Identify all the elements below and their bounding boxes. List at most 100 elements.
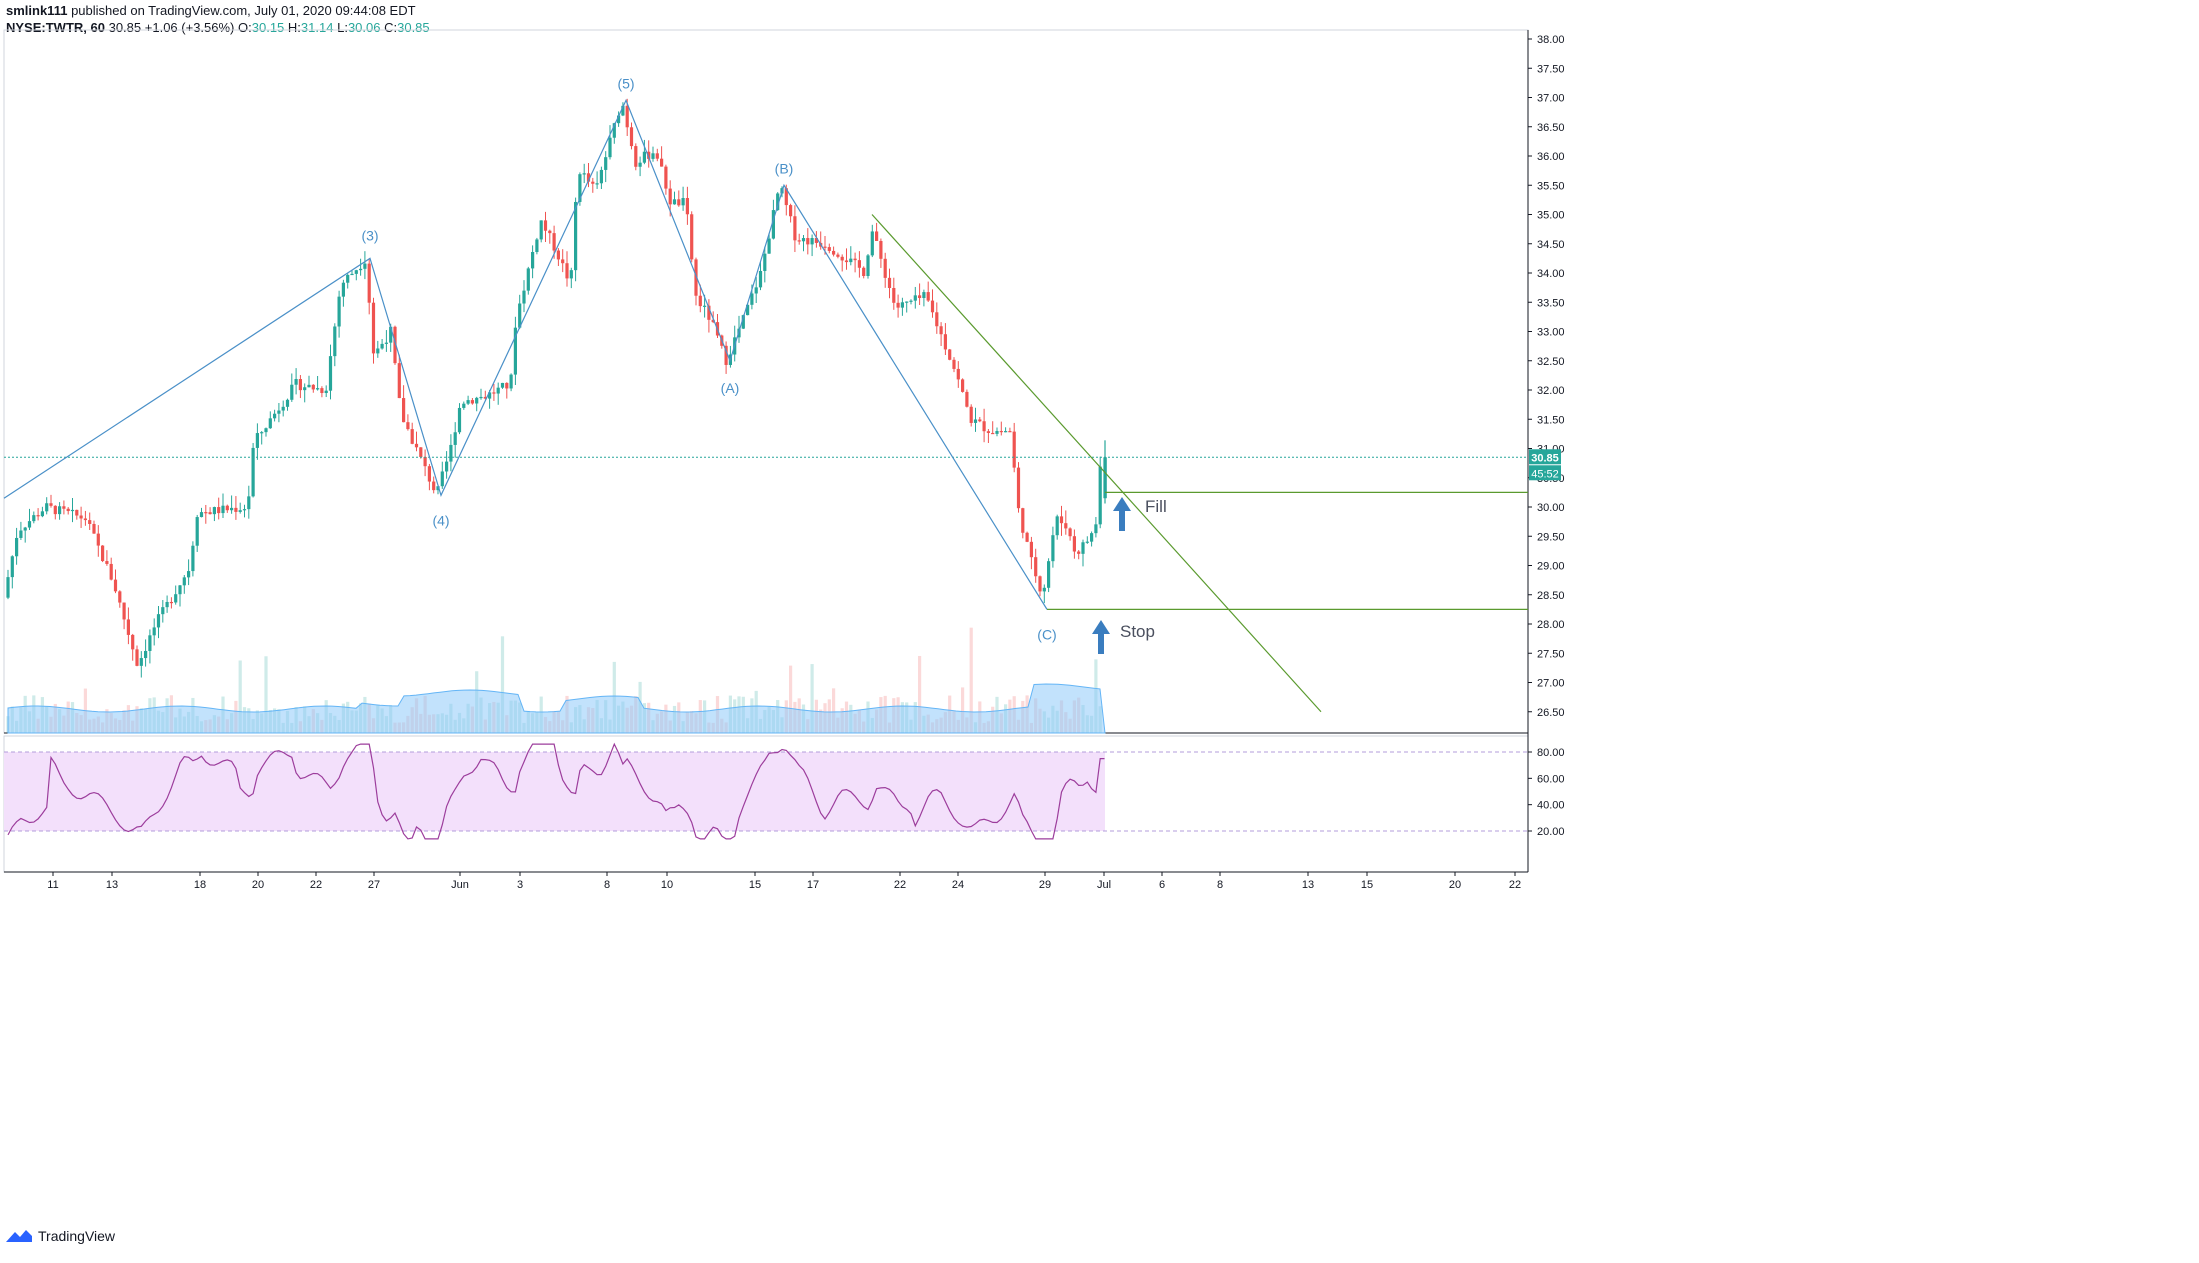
current-price-text: 30.85 (1531, 452, 1559, 464)
volume-bar (969, 627, 973, 733)
y-tick-label: 26.50 (1537, 707, 1565, 719)
candle-body (126, 619, 130, 635)
candle-body (905, 301, 909, 303)
brand-name[interactable]: TradingView (38, 1228, 116, 1244)
y-tick-label: 32.50 (1537, 356, 1565, 368)
candle-body (260, 432, 264, 434)
stop-label: Stop (1120, 622, 1155, 641)
candle-body (423, 456, 427, 467)
candle-body (440, 471, 444, 487)
candle-body (58, 506, 62, 515)
candle-body (234, 507, 238, 512)
rsi-band (4, 752, 1105, 831)
candle-body (956, 368, 960, 380)
x-tick-label: 17 (807, 879, 819, 891)
candle-body (251, 447, 255, 497)
current-price-tag (1529, 449, 1561, 465)
volume-bar (500, 636, 505, 733)
y-tick-label: 29.00 (1537, 561, 1565, 573)
candle-body (19, 530, 23, 538)
candle-body (707, 305, 711, 320)
candle-body (625, 105, 629, 128)
candle-body (991, 432, 995, 435)
symbol-line: NYSE:TWTR, 60 30.85 +1.06 (+3.56%) O:30.… (6, 19, 430, 36)
candle-body (380, 343, 384, 349)
candle-body (187, 571, 191, 578)
candle-body (746, 304, 750, 316)
candle-body (303, 387, 307, 391)
candle-body (552, 233, 556, 251)
author-name[interactable]: smlink111 (6, 3, 68, 18)
candle-body (1008, 431, 1012, 433)
candle-body (690, 214, 694, 260)
candle-body (238, 510, 242, 512)
candle-body (462, 403, 466, 408)
candle-body (96, 533, 100, 546)
candle-body (148, 635, 152, 651)
candle-body (724, 345, 728, 365)
y-tick-label: 38.00 (1537, 34, 1565, 46)
candle-body (1051, 535, 1055, 562)
candle-body (341, 282, 345, 297)
candle-body (638, 162, 642, 167)
volume-bar (832, 688, 836, 733)
y-tick-label: 32.00 (1537, 385, 1565, 397)
candle-body (522, 290, 526, 304)
candle-body (208, 512, 212, 515)
candle-body (371, 302, 376, 354)
symbol-name[interactable]: NYSE:TWTR, 60 (6, 20, 105, 35)
stop-arrow-icon (1092, 620, 1110, 654)
candle-body (604, 157, 608, 170)
candle-body (870, 231, 874, 256)
candle-body (784, 188, 788, 206)
candle-body (316, 388, 320, 390)
candle-body (376, 348, 380, 354)
candle-body (642, 151, 646, 163)
candle-body (574, 201, 578, 271)
candle-body (543, 220, 548, 231)
candle-body (36, 515, 40, 517)
candle-body (105, 561, 109, 564)
arrow-head (1092, 620, 1110, 634)
candle-body (152, 627, 156, 636)
candle-body (247, 496, 251, 510)
price-pane-border (3, 29, 1529, 734)
candle-body (789, 205, 793, 217)
candle-body (1016, 467, 1021, 509)
candle-body (698, 295, 702, 307)
x-tick-label: 13 (106, 879, 118, 891)
candle-body (578, 174, 582, 202)
x-tick-label: 18 (194, 879, 206, 891)
candle-body (328, 356, 333, 391)
candle-body (569, 270, 573, 279)
candles-group (6, 98, 1107, 678)
x-tick-label: 13 (1302, 879, 1314, 891)
candle-body (595, 183, 599, 185)
candle-body (767, 238, 771, 254)
y-tick-label: 28.50 (1537, 590, 1565, 602)
candle-body (393, 326, 397, 364)
tradingview-logo-icon[interactable] (6, 1229, 32, 1243)
candle-body (629, 127, 634, 147)
candle-body (655, 153, 659, 159)
price-change: +1.06 (+3.56%) (144, 20, 235, 35)
candle-body (741, 315, 745, 329)
candle-body (518, 303, 522, 328)
candle-body (45, 503, 49, 512)
arrow-shaft (1098, 632, 1104, 654)
candle-body (922, 292, 926, 299)
candle-body (827, 247, 831, 251)
candle-body (307, 384, 311, 388)
candle-body (866, 255, 870, 276)
candle-body (333, 326, 337, 357)
candle-body (1059, 516, 1064, 524)
candle-body (844, 260, 849, 263)
candle-body (591, 181, 595, 184)
elliott-wave-line (3, 98, 1048, 610)
candle-body (414, 443, 419, 448)
candle-body (359, 268, 363, 271)
x-tick-label: 6 (1159, 879, 1165, 891)
candle-body (810, 238, 814, 245)
